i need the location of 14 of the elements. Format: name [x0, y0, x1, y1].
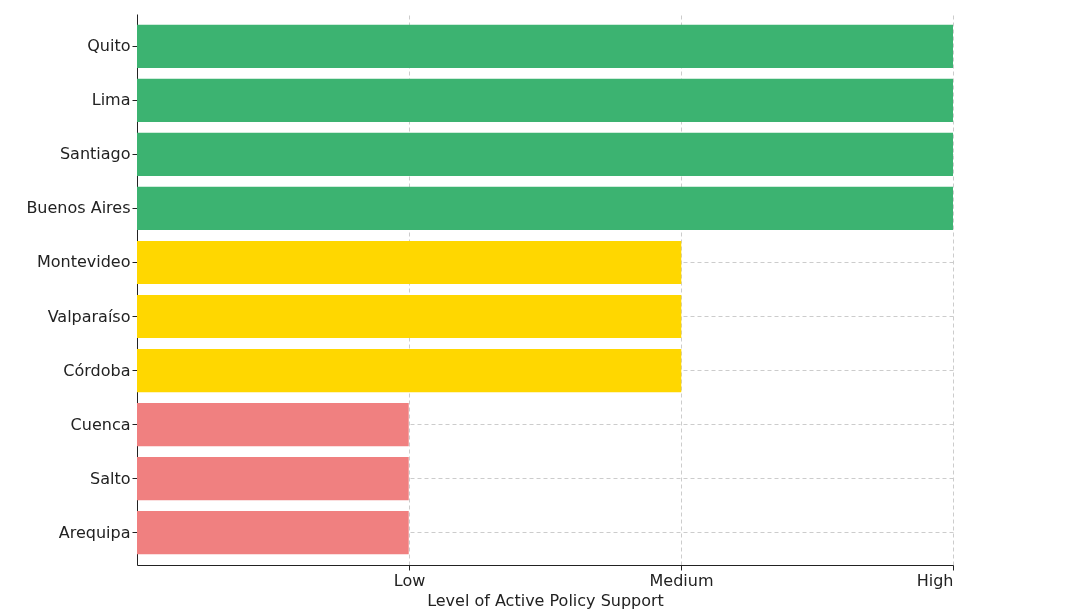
y-tick-label: Montevideo — [36, 252, 131, 272]
text: Low — [393, 570, 426, 590]
text: High — [916, 570, 954, 590]
y-tick-label: Lima — [91, 90, 131, 110]
y-tick-label: Santiago — [59, 144, 131, 164]
y-tick-label: Cuenca — [70, 414, 131, 434]
y-tick-label: Quito — [87, 36, 131, 56]
y-tick-label: Salto — [90, 468, 131, 488]
y-tick-label: Arequipa — [58, 522, 131, 542]
y-tick-label: Valparaíso — [47, 306, 131, 326]
y-tick-label: Buenos Aires — [26, 198, 131, 218]
text: Medium — [649, 570, 714, 590]
y-tick-label: Córdoba — [63, 360, 131, 380]
x-axis-title: Level of Active Policy Support — [427, 590, 664, 610]
